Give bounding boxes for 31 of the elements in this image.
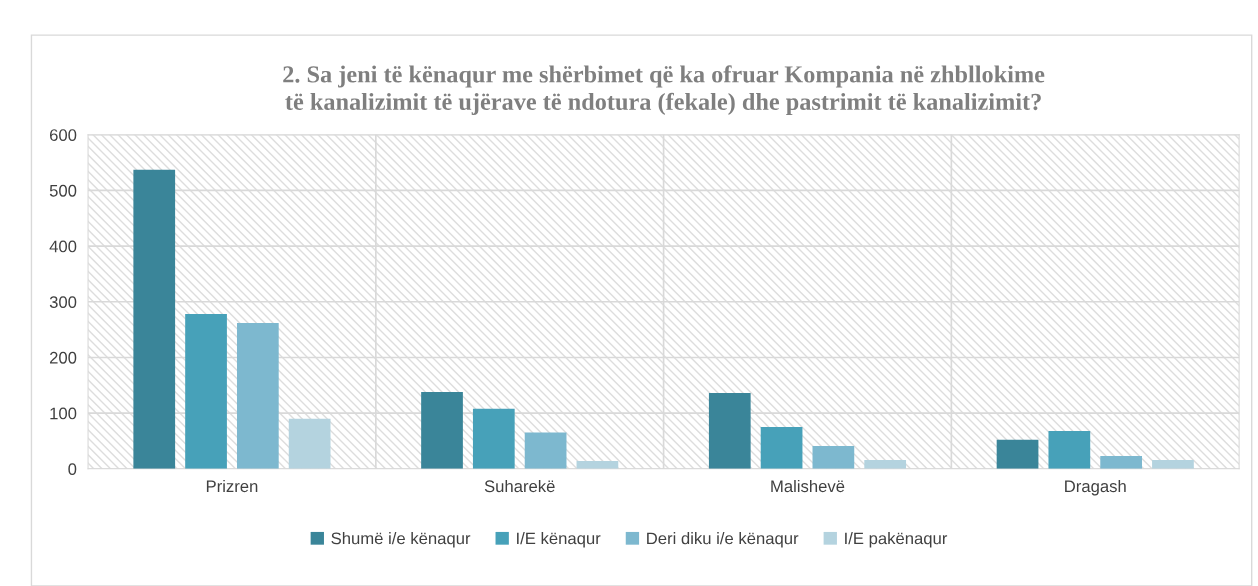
- x-tick-label: Suharekë: [484, 479, 555, 493]
- bar: [1100, 456, 1143, 469]
- chart-title: 2. Sa jeni të kënaqur me shërbimet që ka ofruar Kompania në zhbllokime të kanalizimit të ujërave të ndotura (fekale) dhe pastrimit të kanalizimit?: [283, 65, 1045, 115]
- legend-label: I/E kënaqur: [517, 532, 601, 548]
- bar: [708, 393, 751, 469]
- legend-label: Deri diku i/e kënaqur: [647, 532, 799, 548]
- bar: [472, 408, 515, 469]
- y-tick-label: 200: [49, 351, 77, 364]
- x-tick-label: Prizren: [206, 479, 258, 493]
- y-tick-label: 0: [68, 463, 77, 475]
- x-tick-label: Malishevë: [771, 479, 845, 493]
- bar: [996, 439, 1039, 469]
- bar: [185, 314, 227, 469]
- legend-label: Shumë i/e kënaqur: [331, 532, 471, 548]
- bar: [421, 391, 463, 469]
- y-tick-label: 300: [49, 296, 77, 308]
- x-tick-label: Dragash: [1065, 479, 1126, 496]
- bar: [1152, 459, 1194, 469]
- y-tick-label: 400: [49, 240, 77, 253]
- bar: [524, 432, 567, 469]
- y-tick-label: 100: [50, 407, 77, 420]
- bar: [812, 445, 855, 469]
- legend-label: I/E pakënaqur: [845, 532, 948, 548]
- bar: [236, 322, 279, 469]
- bar: [133, 169, 176, 469]
- bar: [1048, 430, 1091, 469]
- y-tick-label: 600: [49, 129, 77, 141]
- bar: [288, 418, 331, 469]
- y-tick-label: 500: [49, 184, 77, 197]
- bar: [864, 459, 907, 469]
- bar: [760, 427, 803, 469]
